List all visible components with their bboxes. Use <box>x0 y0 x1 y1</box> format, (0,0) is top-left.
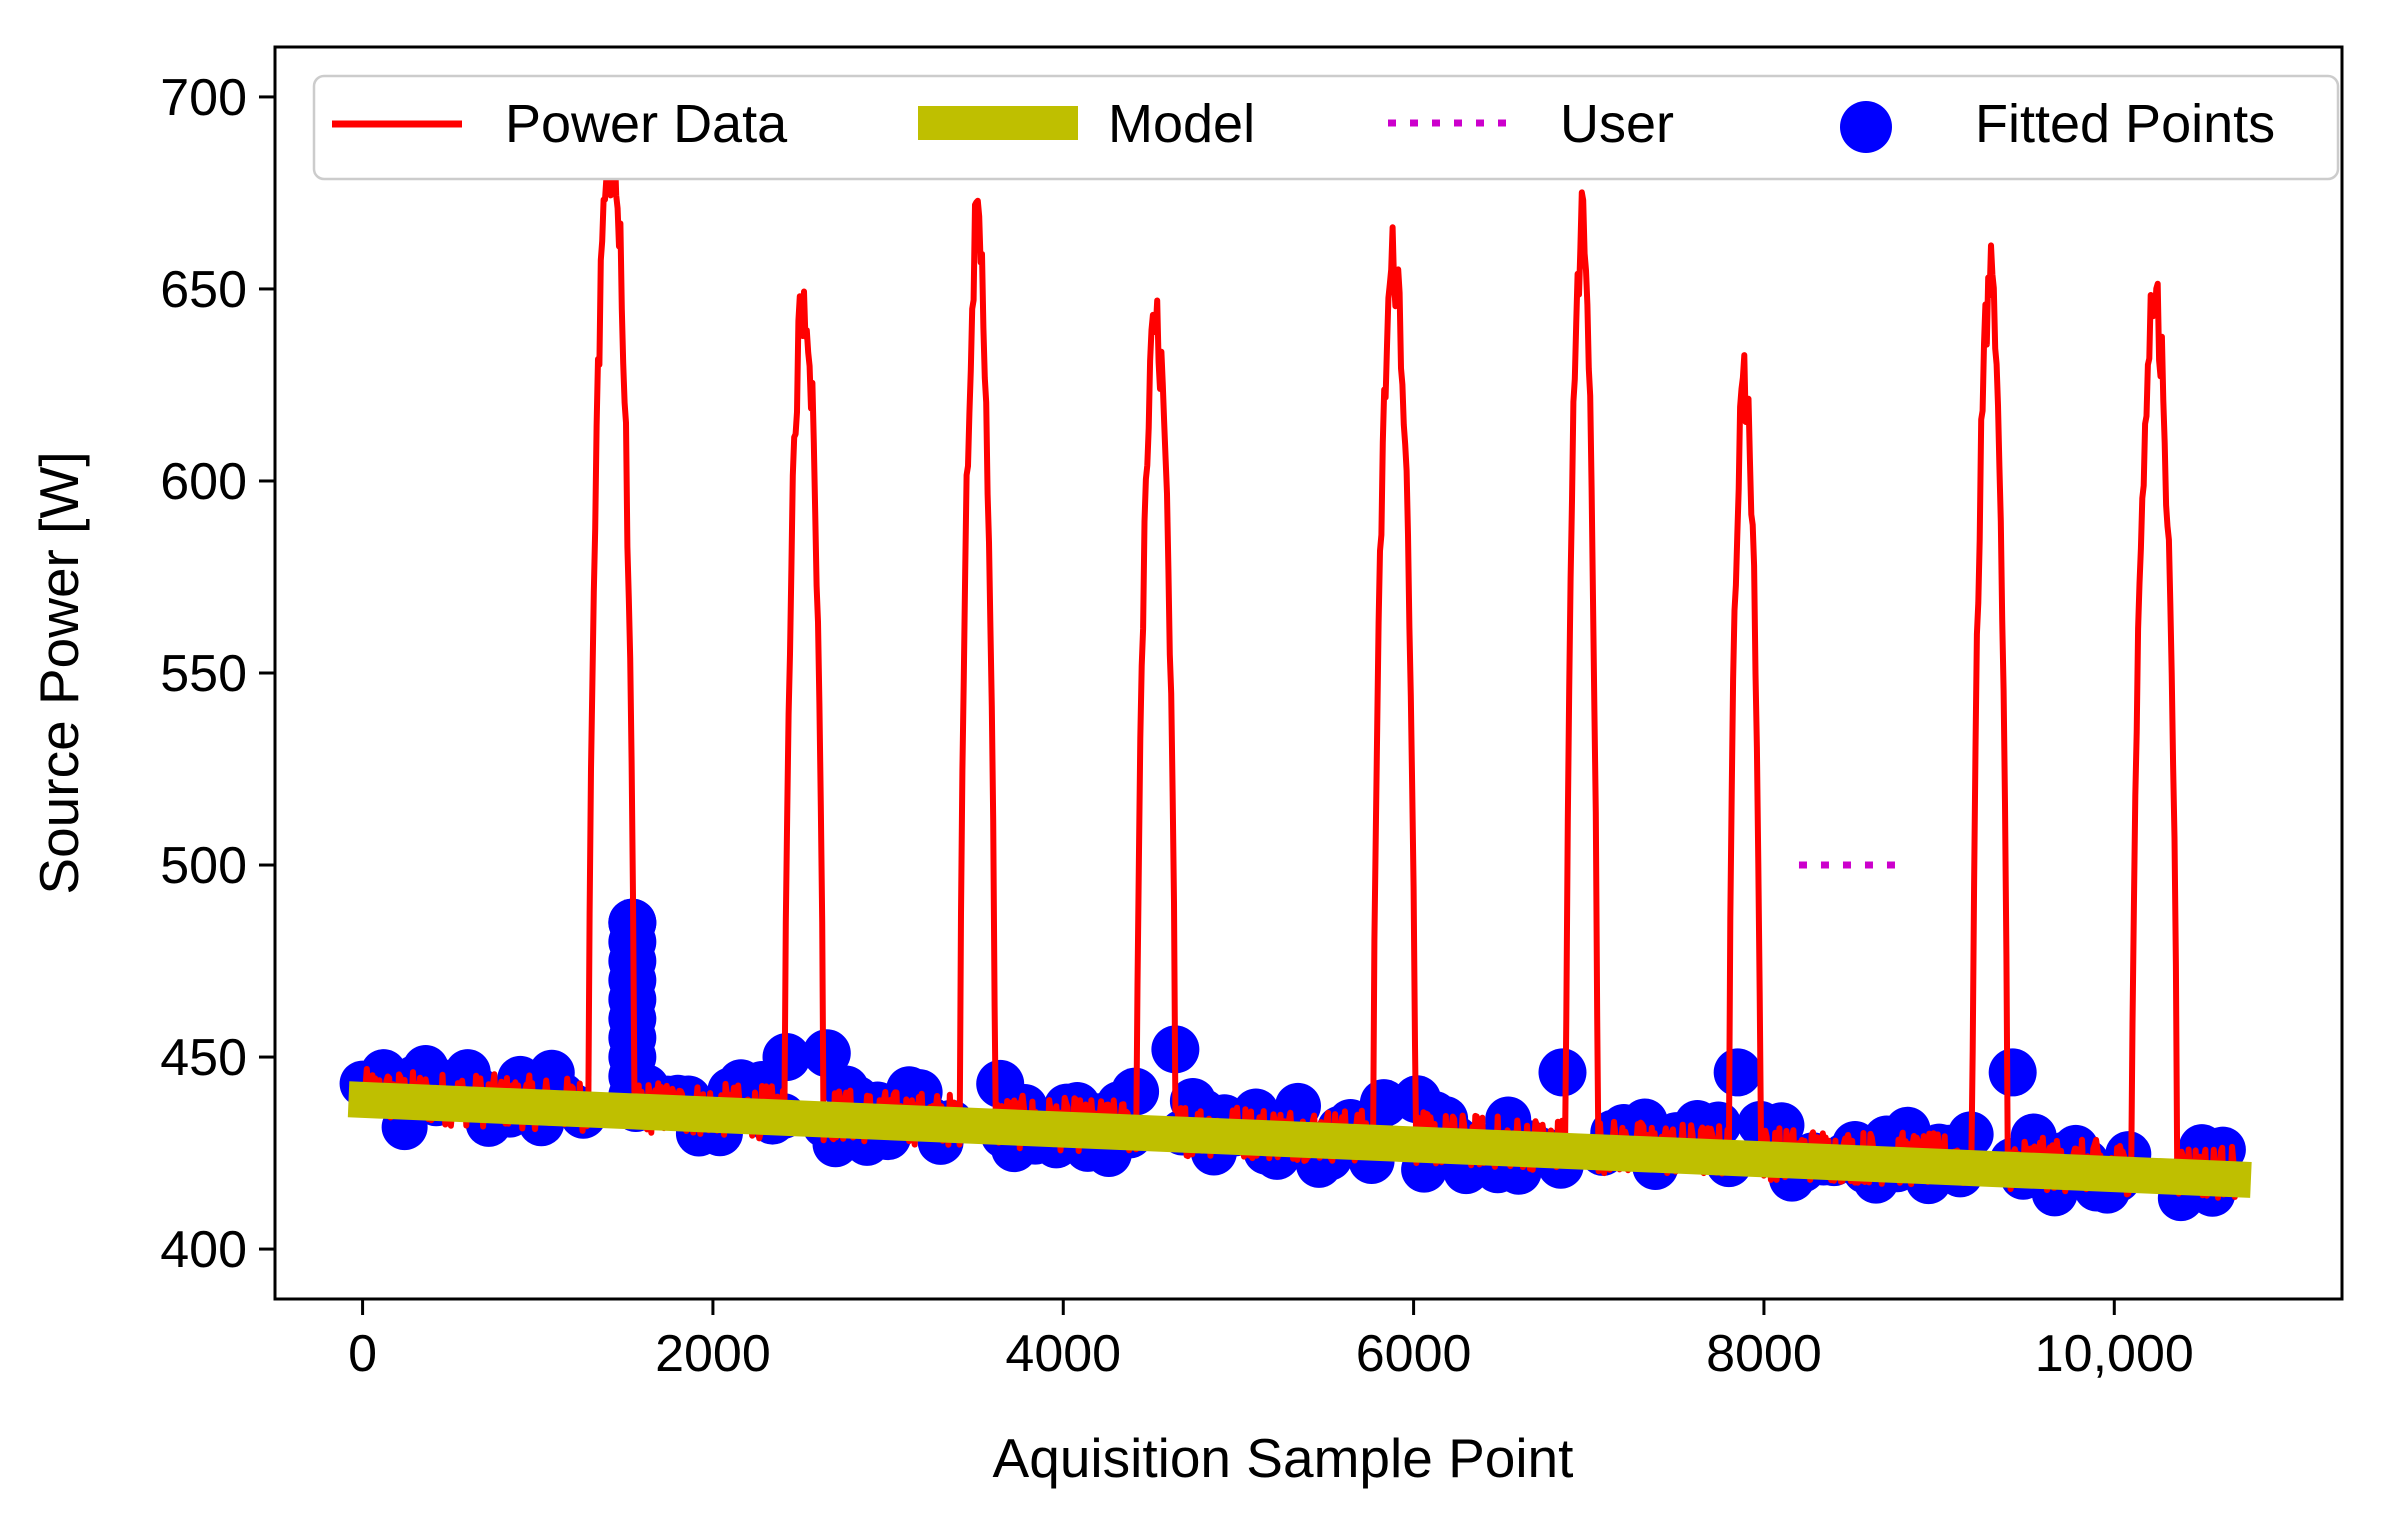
x-tick-label: 10,000 <box>2035 1325 2194 1383</box>
series-model <box>347 1081 2252 1198</box>
y-tick-label: 650 <box>160 261 247 319</box>
plot-area <box>339 143 2252 1222</box>
fitted-point <box>802 1029 851 1078</box>
y-tick-label: 400 <box>160 1221 247 1279</box>
x-tick-label: 0 <box>348 1325 377 1383</box>
fitted-point <box>1988 1048 2037 1097</box>
y-tick-label: 500 <box>160 837 247 895</box>
fitted-point <box>976 1059 1025 1108</box>
legend: Power Data Model User Fitted Points <box>312 74 2340 181</box>
legend-model-swatch <box>918 106 1078 140</box>
x-tick-label: 4000 <box>1005 1325 1121 1383</box>
legend-user-label: User <box>1560 94 1674 154</box>
y-tick-label: 700 <box>160 69 247 127</box>
fitted-point <box>1538 1048 1587 1097</box>
y-tick-label: 600 <box>160 453 247 511</box>
fitted-point <box>1713 1048 1762 1097</box>
y-axis: 400 450 500 550 600 650 700 <box>160 69 275 1279</box>
legend-power-label: Power Data <box>505 94 788 154</box>
x-axis-label: Aquisition Sample Point <box>993 1427 1574 1489</box>
y-axis-label: Source Power [W] <box>28 451 90 894</box>
legend-fitted-label: Fitted Points <box>1975 94 2275 154</box>
legend-frame <box>312 74 2340 181</box>
x-tick-label: 6000 <box>1356 1325 1472 1383</box>
legend-model-label: Model <box>1108 94 1255 154</box>
legend-fitted-swatch <box>1840 101 1892 153</box>
x-tick-label: 2000 <box>655 1325 771 1383</box>
y-tick-label: 450 <box>160 1029 247 1087</box>
y-tick-label: 550 <box>160 645 247 703</box>
x-tick-label: 8000 <box>1706 1325 1822 1383</box>
x-axis: 0 2000 4000 6000 8000 10,000 <box>348 1299 2194 1383</box>
